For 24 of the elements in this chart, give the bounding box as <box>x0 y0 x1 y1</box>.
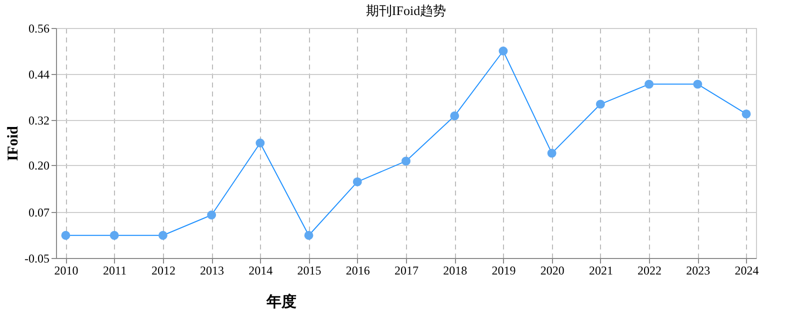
x-tick-label: 2019 <box>492 264 516 278</box>
x-tick-label: 2020 <box>540 264 564 278</box>
y-tick-label: 0.56 <box>28 22 50 36</box>
x-tick-label: 2018 <box>443 264 468 278</box>
x-tick-label: 2010 <box>54 264 78 278</box>
x-tick-label: 2016 <box>346 264 370 278</box>
chart-title: 期刊IFoid趋势 <box>366 3 446 18</box>
y-tick-label: 0.20 <box>28 158 50 173</box>
y-tick-label: 0.32 <box>28 114 50 128</box>
x-tick-label: 2014 <box>248 264 273 278</box>
y-tick-label: -0.05 <box>24 252 50 266</box>
x-tick-label: 2024 <box>734 264 759 278</box>
y-tick-label: 0.07 <box>28 206 50 220</box>
x-tick-label: 2013 <box>200 264 224 278</box>
x-tick-label: 2021 <box>588 264 613 278</box>
y-tick-label: 0.44 <box>28 68 50 82</box>
y-axis-title: IFoid <box>6 125 22 162</box>
x-tick-label: 2011 <box>103 264 127 278</box>
x-tick-label: 2012 <box>151 264 176 278</box>
x-axis-title: 年度 <box>266 292 296 310</box>
x-tick-label: 2017 <box>394 264 418 278</box>
x-tick-label: 2023 <box>686 264 710 278</box>
x-tick-label: 2022 <box>638 264 662 278</box>
x-tick-label: 2015 <box>297 264 322 278</box>
